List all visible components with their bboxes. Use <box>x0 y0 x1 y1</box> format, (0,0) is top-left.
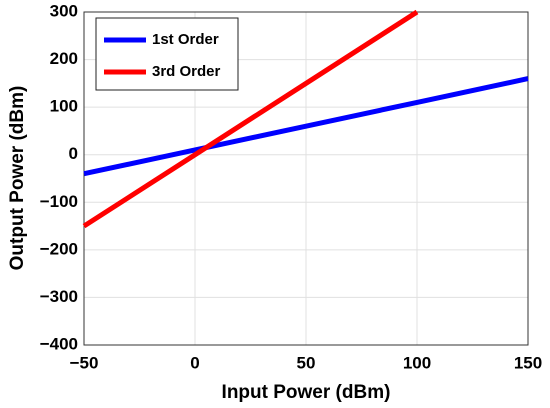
plot-frame <box>83 11 529 346</box>
y-tick-label: −300 <box>40 287 78 306</box>
series-line <box>82 9 419 229</box>
y-tick-label: −100 <box>40 192 78 211</box>
x-tick-label: −50 <box>70 353 99 372</box>
x-tick-label: 150 <box>514 353 542 372</box>
legend-label: 1st Order <box>152 31 219 48</box>
x-tick-label: 0 <box>190 353 199 372</box>
legend-label: 3rd Order <box>152 63 221 80</box>
y-tick-label: 300 <box>50 1 78 20</box>
series-line <box>83 76 529 177</box>
y-tick-label: 0 <box>69 144 78 163</box>
y-tick-label: 100 <box>50 97 78 116</box>
x-tick-label: 50 <box>297 353 316 372</box>
x-axis-label: Input Power (dBm) <box>222 382 391 403</box>
y-tick-label: −200 <box>40 239 78 258</box>
x-tick-label: 100 <box>403 353 431 372</box>
legend-box <box>95 17 239 91</box>
y-tick-label: 200 <box>50 49 78 68</box>
y-axis-label: Output Power (dBm) <box>7 86 28 271</box>
y-tick-label: −400 <box>40 334 78 353</box>
